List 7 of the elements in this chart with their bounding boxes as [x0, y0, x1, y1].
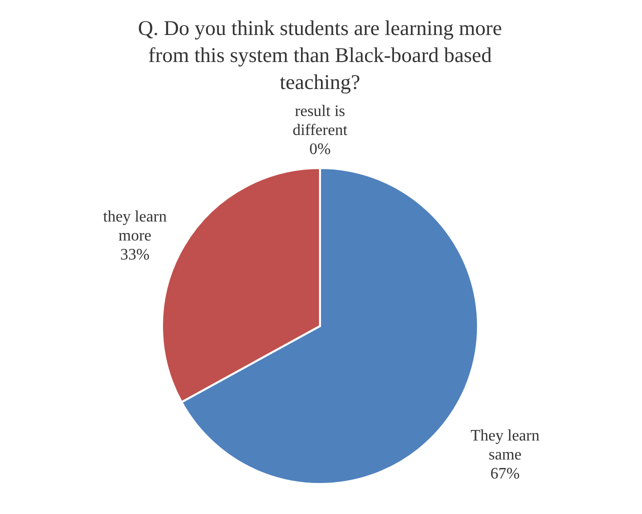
slice-label: They learn same: [470, 427, 540, 464]
text: 0%: [309, 141, 331, 158]
chart-title: Q. Do you think students are learning more from this system than Black-board based teaching?: [138, 16, 502, 94]
slice-label: they learn more: [103, 208, 167, 245]
data-label: 33%: [120, 246, 150, 264]
category-label: result is different: [292, 103, 348, 139]
data-label: 67%: [490, 465, 520, 482]
